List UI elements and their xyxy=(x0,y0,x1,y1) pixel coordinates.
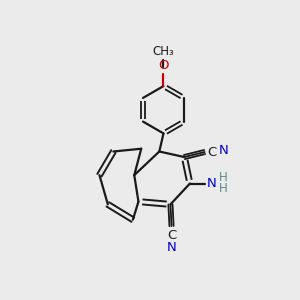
Text: H: H xyxy=(219,171,227,184)
Text: C: C xyxy=(167,230,176,242)
Text: N: N xyxy=(207,177,216,190)
Text: H: H xyxy=(219,182,227,195)
Text: N: N xyxy=(167,242,176,254)
Text: O: O xyxy=(158,59,169,72)
Text: C: C xyxy=(207,146,216,158)
Text: CH₃: CH₃ xyxy=(153,45,174,58)
Text: N: N xyxy=(218,144,228,157)
